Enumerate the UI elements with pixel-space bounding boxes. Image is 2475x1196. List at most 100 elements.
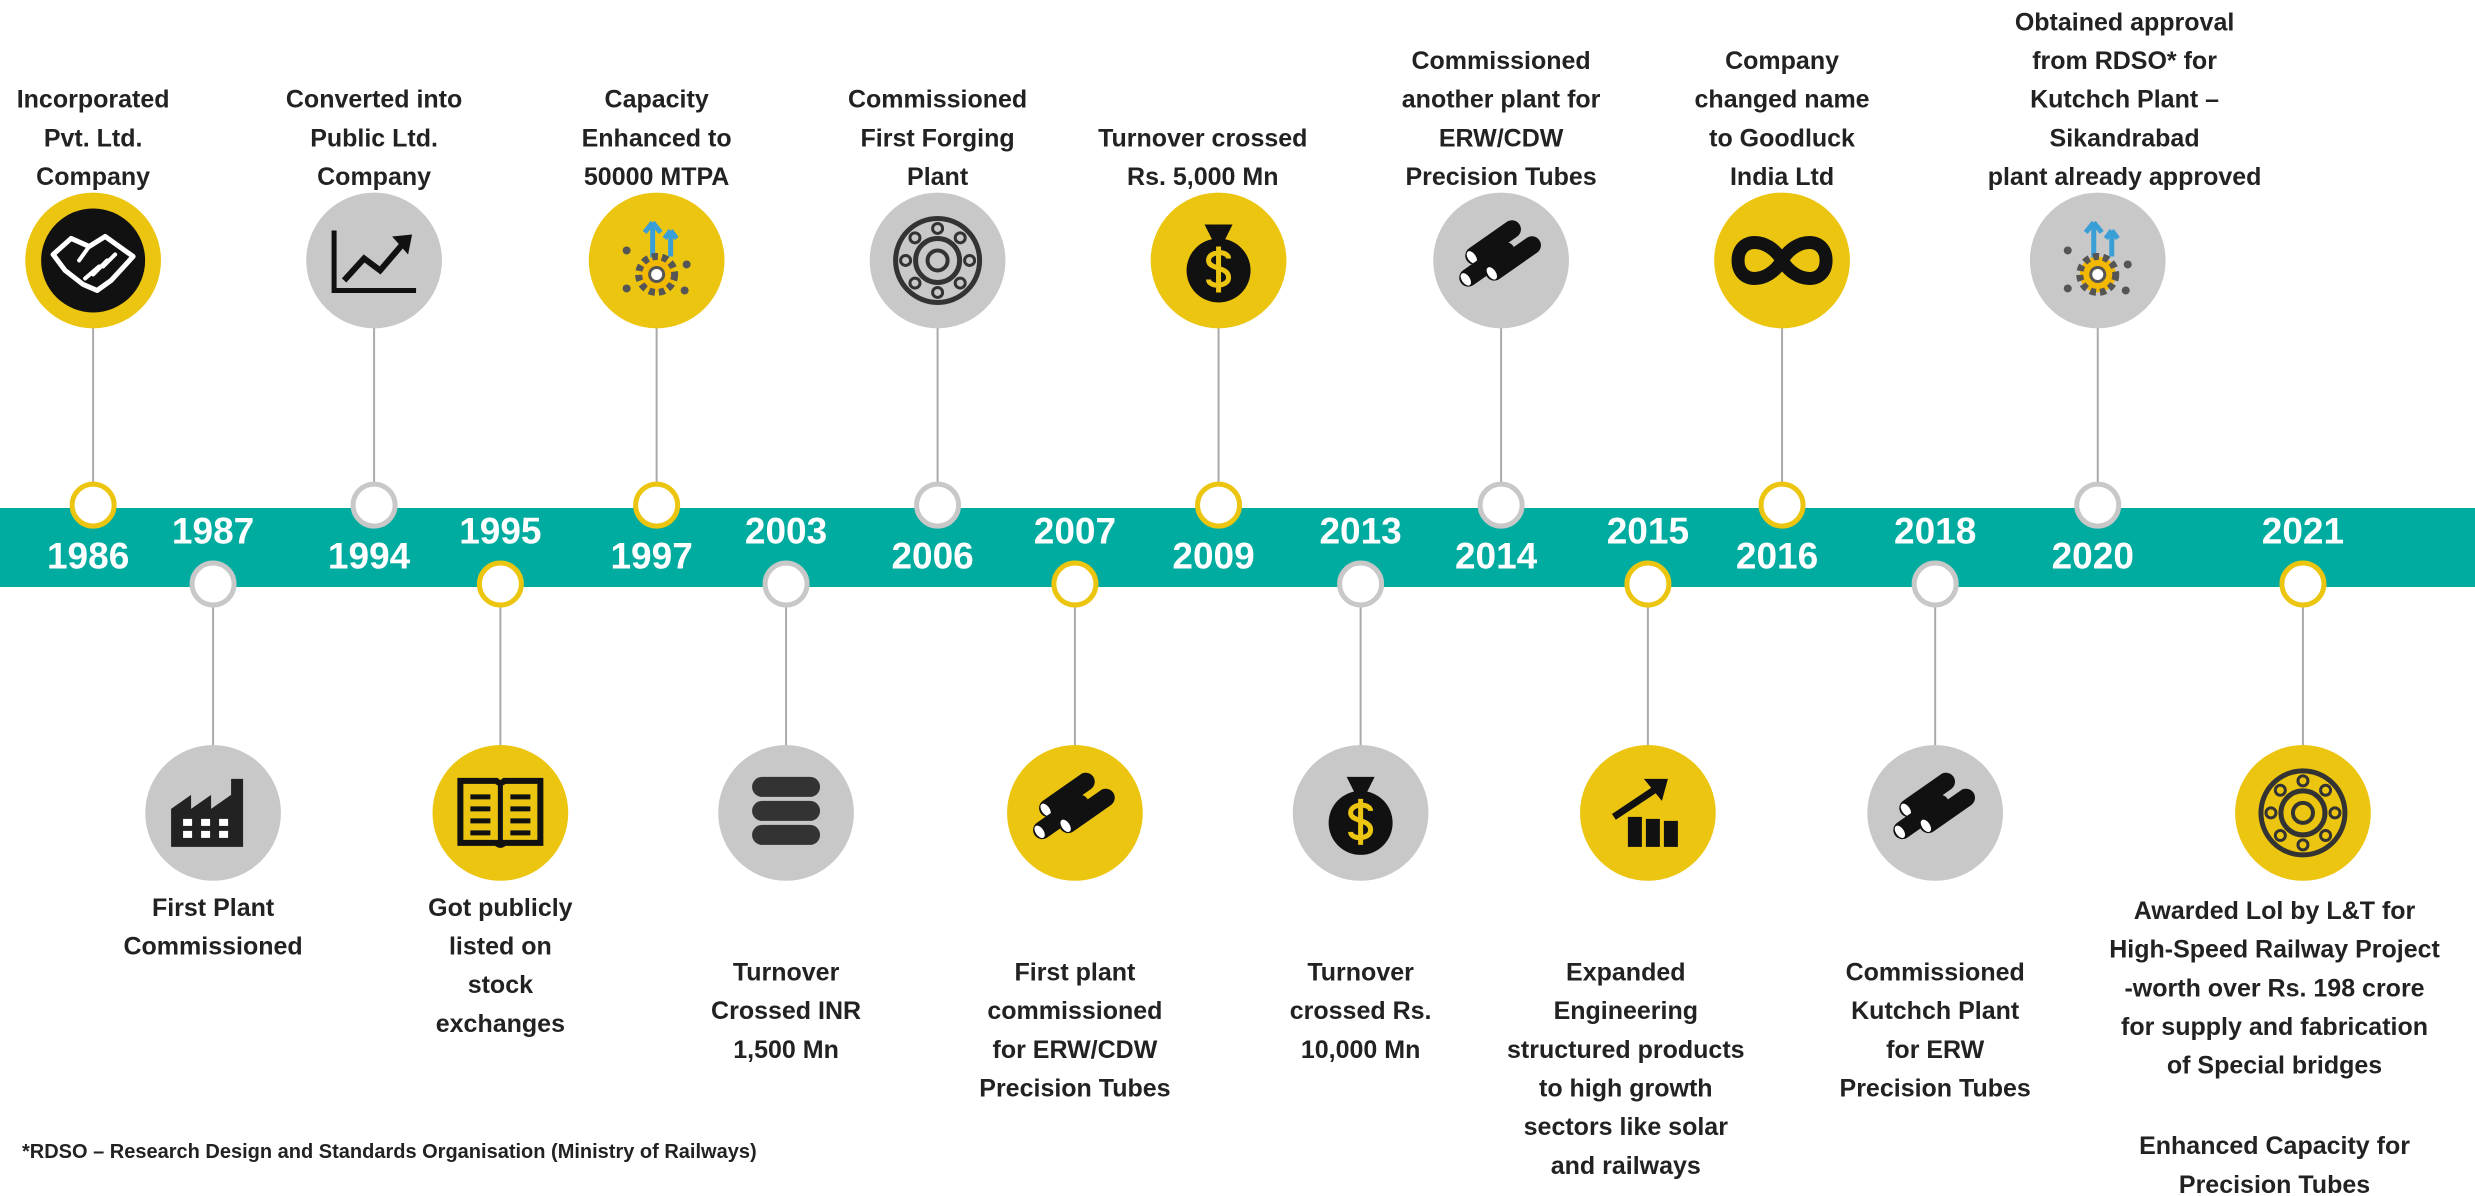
icon-shape	[622, 284, 631, 293]
icon-shape	[2121, 286, 2130, 295]
event-description: ERW/CDW	[1439, 124, 1564, 152]
icon-shape	[752, 800, 821, 821]
event-description: Turnover	[1307, 959, 1414, 987]
event-description: for ERW/CDW	[993, 1036, 1158, 1064]
icon	[1328, 776, 1393, 855]
icon-shape	[1206, 246, 1232, 293]
connector-dot	[633, 481, 681, 529]
icon-shape	[1040, 803, 1051, 816]
event-description: First Plant	[152, 894, 275, 922]
icon-shape	[1059, 788, 1115, 834]
event-description: Enhanced to	[582, 124, 732, 152]
icon-shape	[1033, 794, 1089, 840]
icon-shape	[682, 260, 691, 269]
year: 2009	[1172, 536, 1254, 577]
event-description: Obtained approval	[2015, 8, 2234, 36]
icon	[2063, 220, 2132, 296]
icon	[457, 777, 544, 848]
icon-shape	[1039, 772, 1095, 818]
icon-shape	[1919, 788, 1976, 834]
event-description: and railways	[1551, 1152, 1701, 1180]
event-description: exchanges	[436, 1010, 565, 1038]
icon-shape	[1611, 785, 1658, 820]
event-description: Turnover	[733, 959, 840, 987]
event-description: Engineering	[1554, 997, 1698, 1025]
event-description: 1,500 Mn	[733, 1036, 839, 1064]
event-description: Got publicly	[428, 894, 573, 922]
connector-dot	[1758, 481, 1806, 529]
event-description: Company	[36, 163, 150, 191]
event-description: High-Speed Railway Project	[2109, 936, 2440, 964]
event-note: Enhanced Capacity for	[2139, 1132, 2410, 1160]
icon	[41, 208, 146, 313]
icon-circle	[869, 192, 1006, 329]
event-description: Sikandrabad	[2050, 124, 2200, 152]
connector-dot	[2279, 560, 2327, 608]
icon-shape	[1894, 825, 1906, 838]
icon-shape	[2123, 260, 2132, 269]
event-description: 50000 MTPA	[584, 163, 729, 191]
year: 1994	[328, 536, 411, 577]
event-description: stock	[468, 971, 533, 999]
icon-shape	[752, 776, 821, 797]
connector-dot	[350, 481, 398, 529]
icon	[331, 230, 417, 293]
icon-shape	[1460, 273, 1471, 286]
event-description: Turnover crossed	[1098, 124, 1307, 152]
year: 2007	[1034, 510, 1116, 551]
event-description: Kutchch Plant –	[2030, 86, 2219, 114]
icon-shape	[1663, 820, 1678, 847]
event-description: Commissioned	[1846, 959, 2025, 987]
icon-shape	[2083, 220, 2120, 261]
icon-shape	[963, 253, 977, 267]
icon-shape	[1466, 251, 1477, 264]
icon-shape	[1033, 794, 1089, 840]
icon-shape	[1204, 224, 1233, 241]
connector-dot	[914, 481, 962, 529]
icon-shape	[392, 234, 413, 255]
connector-dot	[1624, 560, 1672, 608]
year: 2018	[1894, 510, 1976, 551]
event-description: Commissioned	[123, 932, 302, 960]
icon	[1186, 224, 1251, 303]
icon-shape	[953, 276, 967, 290]
connector-dot	[69, 481, 117, 529]
icon-circle	[306, 192, 442, 329]
icon-shape	[931, 285, 945, 299]
event-description: listed on	[449, 932, 552, 960]
icon-shape	[1920, 819, 1932, 832]
event-description: Pvt. Ltd.	[44, 124, 143, 152]
icon-shape	[1346, 776, 1375, 793]
year: 2013	[1319, 510, 1401, 551]
icon-shape	[908, 276, 922, 290]
icon-shape	[1627, 816, 1642, 847]
icon	[752, 776, 821, 845]
icon	[171, 778, 244, 847]
icon-shape	[2319, 829, 2333, 843]
icon-shape	[1059, 788, 1115, 834]
icon-shape	[2319, 783, 2333, 797]
icon-shape	[1485, 236, 1541, 281]
event-description: another plant for	[1402, 86, 1601, 114]
icon-shape	[1645, 818, 1660, 847]
event-description: Crossed INR	[711, 997, 861, 1025]
icon	[1893, 772, 1976, 840]
icon-shape	[1919, 788, 1976, 834]
event-description: First plant	[1014, 959, 1136, 987]
icon-shape	[183, 818, 193, 826]
icon-shape	[893, 215, 983, 305]
icon-shape	[752, 824, 821, 845]
icon	[893, 215, 983, 305]
year: 1995	[459, 510, 541, 551]
icon-shape	[1465, 220, 1521, 265]
event-description: of Special bridges	[2167, 1052, 2382, 1080]
icon-shape	[1034, 825, 1045, 838]
icon-shape	[331, 230, 417, 293]
icon-shape	[2264, 806, 2278, 820]
icon-shape	[1060, 819, 1071, 832]
icon-shape	[219, 818, 229, 826]
icon-shape	[1459, 242, 1515, 287]
event-description: changed name	[1695, 86, 1870, 114]
